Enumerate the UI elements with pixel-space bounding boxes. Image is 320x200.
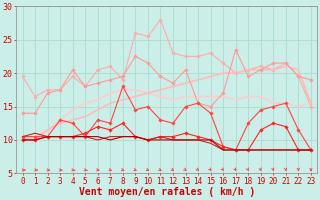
X-axis label: Vent moyen/en rafales ( km/h ): Vent moyen/en rafales ( km/h ) [79, 187, 255, 197]
